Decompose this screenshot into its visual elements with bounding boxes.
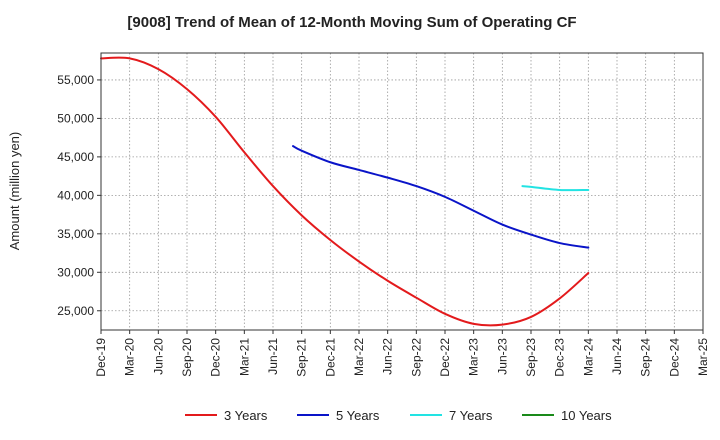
x-tick-label: Mar-20 <box>123 338 137 376</box>
legend-label: 5 Years <box>336 408 380 423</box>
x-tick-label: Mar-22 <box>352 338 366 376</box>
plot-frame <box>100 52 704 331</box>
y-tick-label: 45,000 <box>57 150 94 164</box>
x-tick-label: Sep-20 <box>180 338 194 377</box>
legend-label: 3 Years <box>224 408 268 423</box>
x-tick-label: Dec-19 <box>94 338 108 377</box>
x-tick-label: Jun-23 <box>495 338 509 375</box>
series-line-7-years <box>521 185 590 192</box>
x-tick-label: Jun-22 <box>381 338 395 375</box>
chart-title: [9008] Trend of Mean of 12-Month Moving … <box>127 14 576 31</box>
x-tick-label: Mar-24 <box>581 338 595 376</box>
x-tick-label: Dec-24 <box>667 338 681 377</box>
grid-lines <box>100 53 704 330</box>
y-tick-label: 30,000 <box>57 265 94 279</box>
y-tick-label: 25,000 <box>57 304 94 318</box>
legend: 3 Years 5 Years 7 Years 10 Years <box>185 408 612 423</box>
series-line-3-years <box>100 56 590 327</box>
x-axis-ticks: Dec-19 Mar-20 Jun-20 Sep-20 Dec-20 Mar-21 Jun-… <box>94 330 710 377</box>
legend-label: 10 Years <box>561 408 612 423</box>
y-axis-label: Amount (million yen) <box>7 132 22 251</box>
x-tick-label: Mar-23 <box>467 338 481 376</box>
x-tick-label: Sep-23 <box>524 338 538 377</box>
y-tick-label: 40,000 <box>57 188 94 202</box>
x-tick-label: Jun-24 <box>610 338 624 375</box>
y-tick-label: 55,000 <box>57 73 94 87</box>
x-tick-label: Jun-20 <box>151 338 165 375</box>
series-line-5-years <box>292 145 590 249</box>
x-tick-label: Dec-21 <box>323 338 337 377</box>
x-tick-label: Dec-22 <box>438 338 452 377</box>
series-lines <box>100 56 590 327</box>
y-tick-label: 35,000 <box>57 227 94 241</box>
x-tick-label: Sep-24 <box>639 338 653 377</box>
x-tick-label: Sep-21 <box>295 338 309 377</box>
x-tick-label: Jun-21 <box>266 338 280 375</box>
legend-label: 7 Years <box>449 408 493 423</box>
x-tick-label: Dec-20 <box>209 338 223 377</box>
x-tick-label: Mar-25 <box>696 338 710 376</box>
x-tick-label: Mar-21 <box>237 338 251 376</box>
x-tick-label: Dec-23 <box>553 338 567 377</box>
x-tick-label: Sep-22 <box>409 338 423 377</box>
y-axis-ticks: 25,000 30,000 35,000 40,000 45,000 50,000 55,0… <box>57 73 101 318</box>
y-tick-label: 50,000 <box>57 111 94 125</box>
